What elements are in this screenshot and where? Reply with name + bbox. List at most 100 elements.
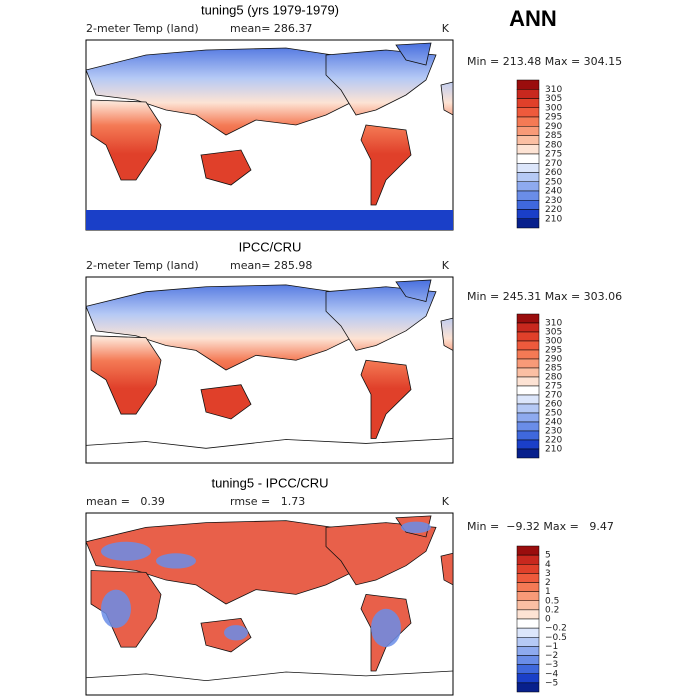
center-label: mean= 286.37 (230, 22, 312, 35)
colorbar-label: −1 (545, 642, 558, 652)
colorbar-label: 285 (545, 131, 562, 141)
colorbar-box (516, 209, 540, 219)
colorbar-label: 230 (545, 196, 562, 206)
colorbar-box (516, 79, 540, 90)
colorbar-box (516, 181, 540, 192)
antarctica-coast (85, 670, 454, 682)
colorbar-box (516, 126, 540, 136)
colorbar-label: 250 (545, 409, 562, 419)
colorbar-box (516, 135, 540, 145)
colorbar-box (516, 403, 540, 414)
colorbar-box (516, 172, 540, 182)
colorbar-label: 270 (545, 391, 562, 401)
colorbar-label: −2 (545, 651, 558, 661)
colorbar-box (516, 609, 540, 620)
colorbar-label: 0.2 (545, 605, 559, 615)
panel-title: tuning5 (yrs 1979-1979) (201, 2, 339, 17)
colorbar-label: 290 (545, 122, 562, 132)
left-label: 2-meter Temp (land) (86, 259, 199, 272)
colorbar-label: 300 (545, 337, 562, 347)
colorbar-box (516, 163, 540, 173)
colorbar-label: 260 (545, 168, 562, 178)
map (85, 515, 454, 682)
colorbar-label: −4 (545, 669, 559, 679)
colorbar-label: 300 (545, 103, 562, 113)
colorbar-box (516, 376, 540, 387)
colorbar-box (516, 331, 540, 342)
colorbar-box (516, 646, 540, 656)
colorbar-box (516, 89, 540, 99)
colorbar-label: 0 (545, 615, 551, 625)
colorbar-label: 5 (545, 551, 551, 561)
center-label: mean= 285.98 (230, 259, 312, 272)
colorbar-label: 230 (545, 427, 562, 437)
colorbar-box (516, 385, 540, 396)
colorbar-box (516, 627, 540, 638)
colorbar-label: 305 (545, 94, 562, 104)
colorbar-box (516, 340, 540, 351)
colorbar-box (516, 430, 540, 441)
colorbar-box (516, 107, 540, 118)
colorbar-box (516, 564, 540, 574)
colorbar-label: 280 (545, 373, 562, 383)
colorbar-label: 285 (545, 364, 562, 374)
colorbar-box (516, 673, 540, 684)
colorbar-box (516, 367, 540, 378)
colorbar-label: 250 (545, 177, 562, 187)
colorbar-label: −5 (545, 678, 558, 688)
colorbar-box (516, 554, 540, 565)
left-label: mean = 0.39 (86, 495, 165, 508)
colorbar-box (516, 600, 540, 611)
units: K (442, 259, 450, 272)
colorbar-box (516, 200, 540, 210)
colorbar-box (516, 322, 540, 333)
colorbar-label: −3 (545, 660, 558, 670)
colorbar-label: 305 (545, 328, 562, 338)
colorbar-box (516, 664, 540, 674)
colorbar-label: 220 (545, 205, 562, 215)
colorbar-label: 310 (545, 85, 562, 95)
colorbar-box (516, 448, 540, 459)
center-label: rmse = 1.73 (230, 495, 305, 508)
colorbar-label: 270 (545, 159, 562, 169)
colorbar-box (516, 394, 540, 405)
colorbar-box (516, 545, 540, 556)
units: K (442, 22, 450, 35)
antarctica (86, 210, 453, 230)
colorbar-box (516, 412, 540, 423)
anomaly (101, 541, 151, 561)
colorbar-box (516, 682, 540, 693)
colorbar-box (516, 655, 540, 665)
colorbar-label: −0.2 (545, 624, 567, 634)
colorbar-box (516, 358, 540, 369)
colorbar-box (516, 313, 540, 324)
left-label: 2-meter Temp (land) (86, 22, 199, 35)
anomaly (224, 625, 248, 641)
colorbar-box (516, 153, 540, 164)
colorbar-box (516, 421, 540, 432)
map (85, 279, 454, 449)
colorbar-label: 260 (545, 400, 562, 410)
colorbar-label: 280 (545, 140, 562, 150)
colorbar-box (516, 349, 540, 360)
colorbar-label: 1 (545, 587, 551, 597)
anomaly (156, 553, 196, 569)
colorbar-box (516, 573, 540, 583)
colorbar-label: 4 (545, 560, 551, 570)
min-max: Min = −9.32 Max = 9.47 (467, 520, 614, 533)
colorbar-box (516, 637, 540, 647)
colorbar-label: 0.5 (545, 596, 559, 606)
colorbar-label: 220 (545, 436, 562, 446)
colorbar-label: 3 (545, 569, 551, 579)
colorbar-box (516, 218, 540, 229)
colorbar-label: 295 (545, 113, 562, 123)
min-max: Min = 245.31 Max = 303.06 (467, 290, 622, 303)
colorbar-label: 295 (545, 346, 562, 356)
panel-title: tuning5 - IPCC/CRU (211, 475, 328, 490)
colorbar-label: 210 (545, 445, 562, 455)
colorbar-box (516, 116, 540, 127)
colorbar-label: 210 (545, 214, 562, 224)
colorbar-box (516, 591, 540, 601)
colorbar-label: 240 (545, 187, 562, 197)
